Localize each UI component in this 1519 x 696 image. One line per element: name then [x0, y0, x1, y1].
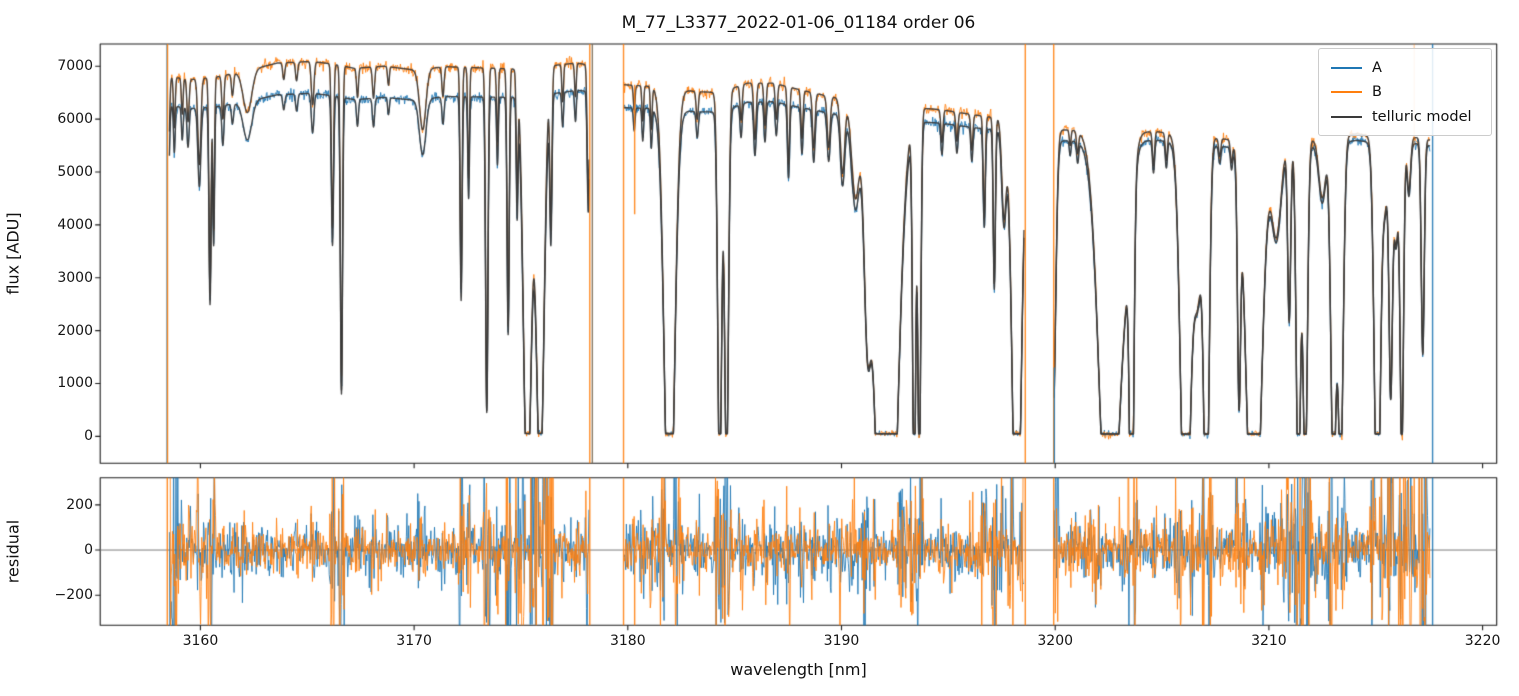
flux-tick-label: 1000: [57, 375, 93, 392]
x-tick-label: 3210: [1251, 633, 1287, 649]
residual-tick-label: −200: [54, 587, 93, 604]
legend-line-b: [1331, 91, 1362, 93]
legend-line-a: [1331, 66, 1362, 69]
legend-label-telluric-model: telluric model: [1372, 108, 1472, 125]
wavelength-axis-label: wavelength [nm]: [730, 660, 867, 679]
flux-tick-label: 0: [84, 428, 93, 445]
legend-entry-telluric-model: telluric model: [1319, 109, 1491, 125]
x-tick-label: 3170: [396, 633, 432, 649]
residual-axis-label: residual: [3, 519, 23, 584]
legend: A B telluric model: [1318, 48, 1492, 136]
legend-label-b: B: [1372, 84, 1382, 100]
legend-label-a: A: [1372, 59, 1382, 76]
residual-tick-label: 200: [66, 496, 93, 513]
flux-tick-label: 7000: [57, 58, 93, 75]
flux-tick-label: 4000: [57, 216, 93, 233]
x-tick-label: 3190: [823, 633, 860, 649]
legend-line-telluric-model: [1331, 115, 1362, 118]
x-tick-label: 3180: [609, 633, 646, 649]
flux-tick-label: 2000: [57, 322, 93, 339]
x-tick-label: 3160: [182, 633, 219, 649]
flux-tick-label: 5000: [57, 163, 93, 180]
legend-entry-b: B: [1319, 84, 1491, 100]
x-tick-label: 3200: [1037, 633, 1074, 649]
legend-entry-a: A: [1319, 60, 1491, 76]
flux-tick-label: 3000: [57, 269, 93, 286]
residual-tick-label: 0: [84, 542, 93, 559]
flux-tick-label: 6000: [57, 111, 93, 128]
x-tick-label: 3220: [1464, 633, 1501, 649]
flux-axis-label: flux [ADU]: [3, 212, 23, 295]
figure-title: M_77_L3377_2022-01-06_01184 order 06: [621, 13, 976, 33]
